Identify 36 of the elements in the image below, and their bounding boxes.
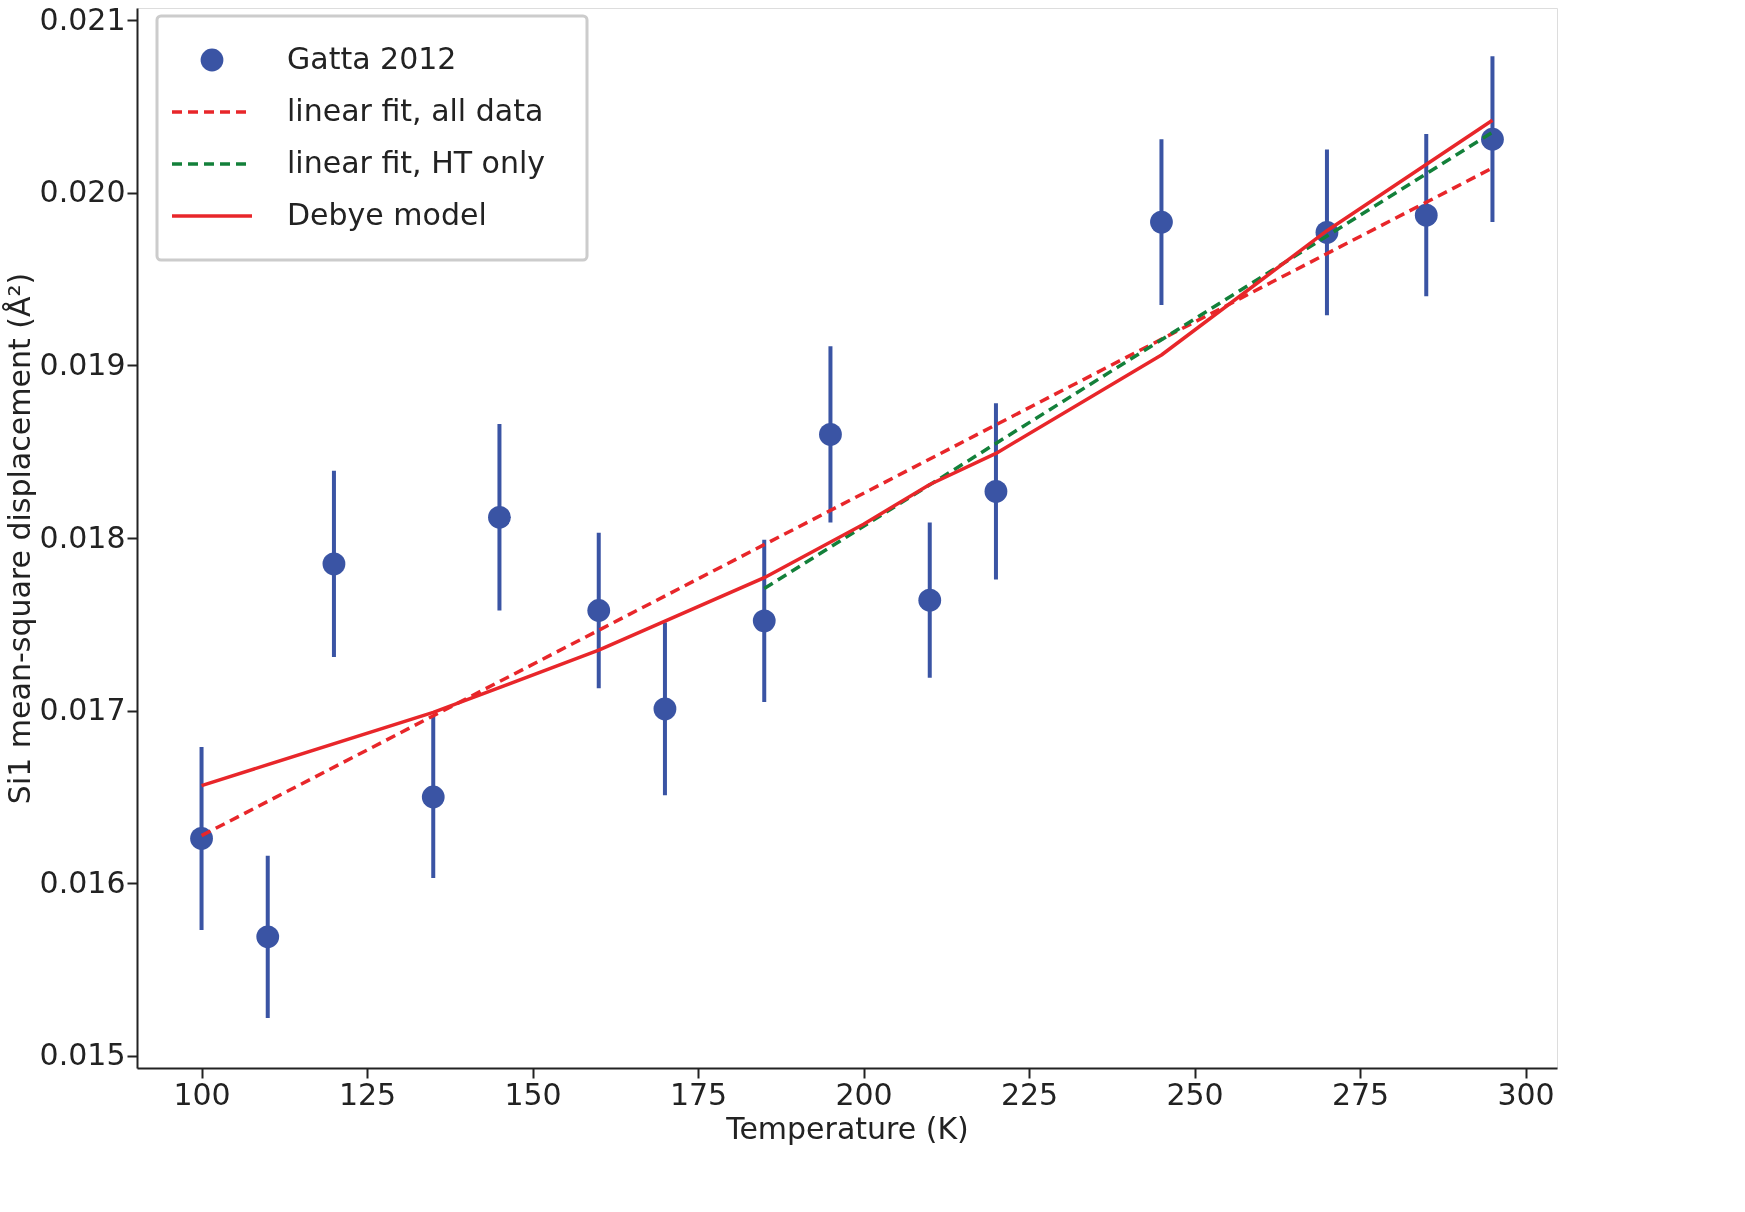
point — [322, 552, 346, 576]
point — [1481, 127, 1504, 151]
point — [587, 599, 611, 622]
point — [819, 423, 842, 446]
point — [1150, 210, 1173, 234]
y-tick-label: 0.016 — [39, 864, 126, 900]
y-tick-label: 0.017 — [39, 692, 126, 728]
x-tick-label: 150 — [504, 1076, 562, 1112]
y-tick-label: 0.015 — [39, 1037, 126, 1073]
y-tick-label: 0.020 — [39, 174, 126, 210]
x-axis-title: Temperature (K) — [725, 1110, 969, 1146]
y-tick-label: 0.018 — [39, 519, 126, 555]
point — [190, 827, 213, 850]
x-tick-label: 125 — [338, 1076, 397, 1112]
point — [918, 588, 942, 612]
point — [256, 925, 280, 949]
y-tick-label: 0.019 — [39, 346, 126, 382]
legend-label: linear fit, all data — [287, 93, 544, 128]
x-tick-label: 175 — [669, 1076, 728, 1112]
x-tick-label: 200 — [835, 1076, 893, 1112]
legend-label: Debye model — [287, 197, 487, 232]
legend-label: Gatta 2012 — [287, 41, 457, 76]
y-tick-label: 0.021 — [39, 1, 126, 37]
x-tick-label: 100 — [173, 1076, 231, 1112]
point — [984, 480, 1008, 503]
x-tick-label: 250 — [1166, 1076, 1224, 1112]
x-tick-label: 225 — [1000, 1076, 1059, 1112]
point — [653, 697, 677, 721]
x-tick-label: 275 — [1331, 1076, 1390, 1112]
point — [1414, 203, 1438, 227]
y-axis-title: Si1 mean-square displacement (Å²) — [1, 272, 37, 805]
point — [421, 785, 445, 809]
point — [488, 505, 511, 529]
point — [752, 609, 776, 633]
x-tick-label: 300 — [1497, 1076, 1555, 1112]
legend-label: linear fit, HT only — [287, 145, 546, 180]
